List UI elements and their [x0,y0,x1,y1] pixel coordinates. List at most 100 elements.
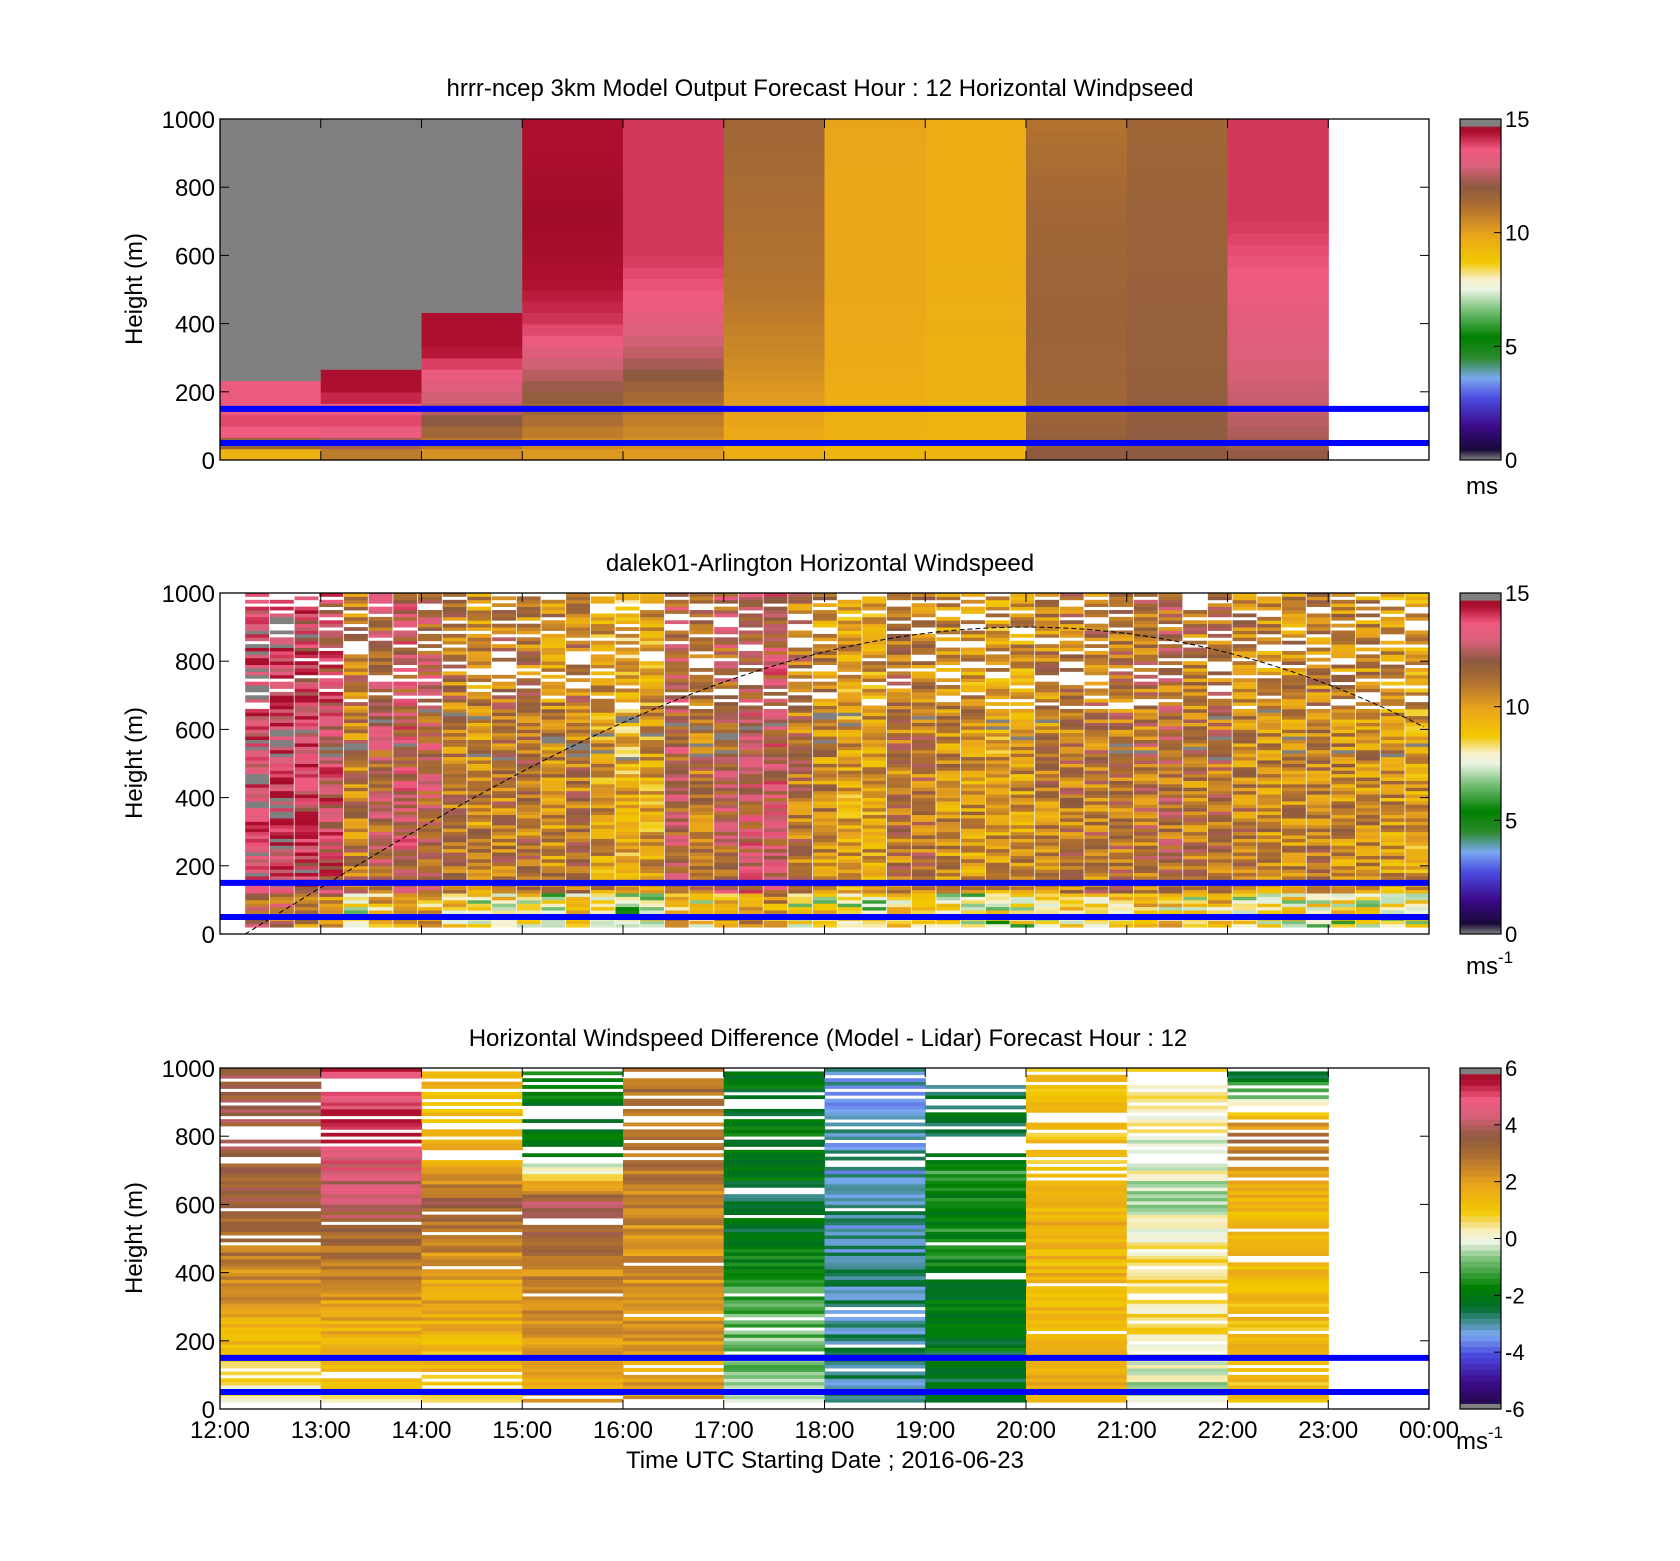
heatmap-cell [1010,668,1035,672]
heatmap-cell [220,1122,322,1127]
heatmap-cell [393,719,418,723]
heatmap-cell [788,876,813,880]
heatmap-cell [492,783,516,788]
heatmap-cell [294,685,319,689]
heatmap-cell [837,841,862,846]
heatmap-cell [615,654,640,659]
heatmap-cell [886,698,911,703]
heatmap-cell [1281,831,1306,836]
heatmap-cell [738,831,763,836]
heatmap-cell [421,289,523,302]
heatmap-cell [1035,685,1059,689]
heatmap-cell [1059,773,1084,778]
heatmap-cell [615,794,640,798]
heatmap-cell [343,801,368,805]
heatmap-cell [417,637,442,642]
heatmap-cell [714,783,739,788]
heatmap-cell [516,729,541,734]
heatmap-cell [812,637,837,642]
heatmap-cell [1010,681,1035,686]
heatmap-cell [492,770,516,775]
heatmap-cell [1232,865,1257,870]
heatmap-cell [269,613,294,618]
heatmap-cell [640,766,665,771]
heatmap-cell [738,889,763,894]
heatmap-cell [1355,722,1380,727]
heatmap-cell [1232,763,1257,768]
heatmap-cell [516,732,541,737]
heatmap-cell [1207,708,1232,713]
heatmap-cell [1084,889,1109,894]
heatmap-cell [492,906,516,911]
heatmap-cell [689,668,714,672]
heatmap-cell [985,838,1010,843]
heatmap-cell [723,198,826,211]
heatmap-cell [417,725,442,730]
heatmap-cell [812,719,837,723]
heatmap-cell [245,756,270,761]
heatmap-cell [1405,828,1430,833]
heatmap-cell [911,920,936,925]
heatmap-cell [1331,787,1356,792]
heatmap-cell [886,777,911,781]
heatmap-cell [1331,838,1356,843]
heatmap-cell [1133,749,1158,754]
heatmap-cell [1355,872,1380,877]
heatmap-cell [492,801,516,805]
heatmap-cell [1207,719,1232,723]
heatmap-cell [837,681,862,686]
heatmap-cell [1133,858,1158,863]
heatmap-cell [1257,794,1282,798]
reflines-model [220,405,1429,446]
heatmap-cell [1035,719,1059,723]
heatmap-cell [837,852,862,856]
heatmap-cell [343,712,368,717]
heatmap-cell [294,865,319,870]
heatmap-cell [961,906,985,911]
heatmap-cell [1306,903,1331,908]
heatmap-cell [421,1316,523,1321]
heatmap-cell [1331,852,1356,856]
heatmap-cell [566,893,591,897]
heatmap-cell [1380,719,1405,723]
heatmap-cell [640,712,665,717]
heatmap-cell [442,838,467,843]
heatmap-cell [1331,869,1356,874]
heatmap-cell [1281,685,1306,689]
heatmap-cell [1281,729,1306,734]
heatmap-cell [320,255,423,268]
heatmap-cell [343,756,368,761]
heatmap-cell [393,702,418,706]
heatmap-cell [640,855,665,860]
heatmap-cell [1158,783,1183,788]
heatmap-cell [837,668,862,672]
title-model: hrrr-ncep 3km Model Output Forecast Hour… [447,75,1194,102]
heatmap-cell [320,1255,423,1260]
heatmap-cell [689,725,714,730]
heatmap-cell [343,872,368,877]
heatmap-cell [1306,729,1331,734]
heatmap-cell [837,824,862,829]
heatmap-cell [1331,886,1356,891]
heatmap-cell [936,828,961,833]
heatmap-cell [590,899,615,904]
heatmap-cell [1109,732,1134,737]
heatmap-cell [763,674,788,679]
heatmap-cell [590,821,615,826]
heatmap-cell [320,414,423,427]
heatmap-cell [623,164,725,177]
heatmap-cell [862,647,887,652]
heatmap-cell [837,715,862,720]
heatmap-cell [862,674,887,679]
heatmap-cell [368,736,393,741]
heatmap-cell [1109,749,1134,754]
heatmap-cell [442,691,467,696]
heatmap-cell [936,835,961,839]
heatmap-cell [1331,668,1356,672]
heatmap-cell [467,869,492,874]
heatmap-cell [1084,746,1109,751]
heatmap-cell [393,736,418,741]
heatmap-cell [516,691,541,696]
heatmap-cell [566,630,591,635]
heatmap-cell [985,794,1010,798]
